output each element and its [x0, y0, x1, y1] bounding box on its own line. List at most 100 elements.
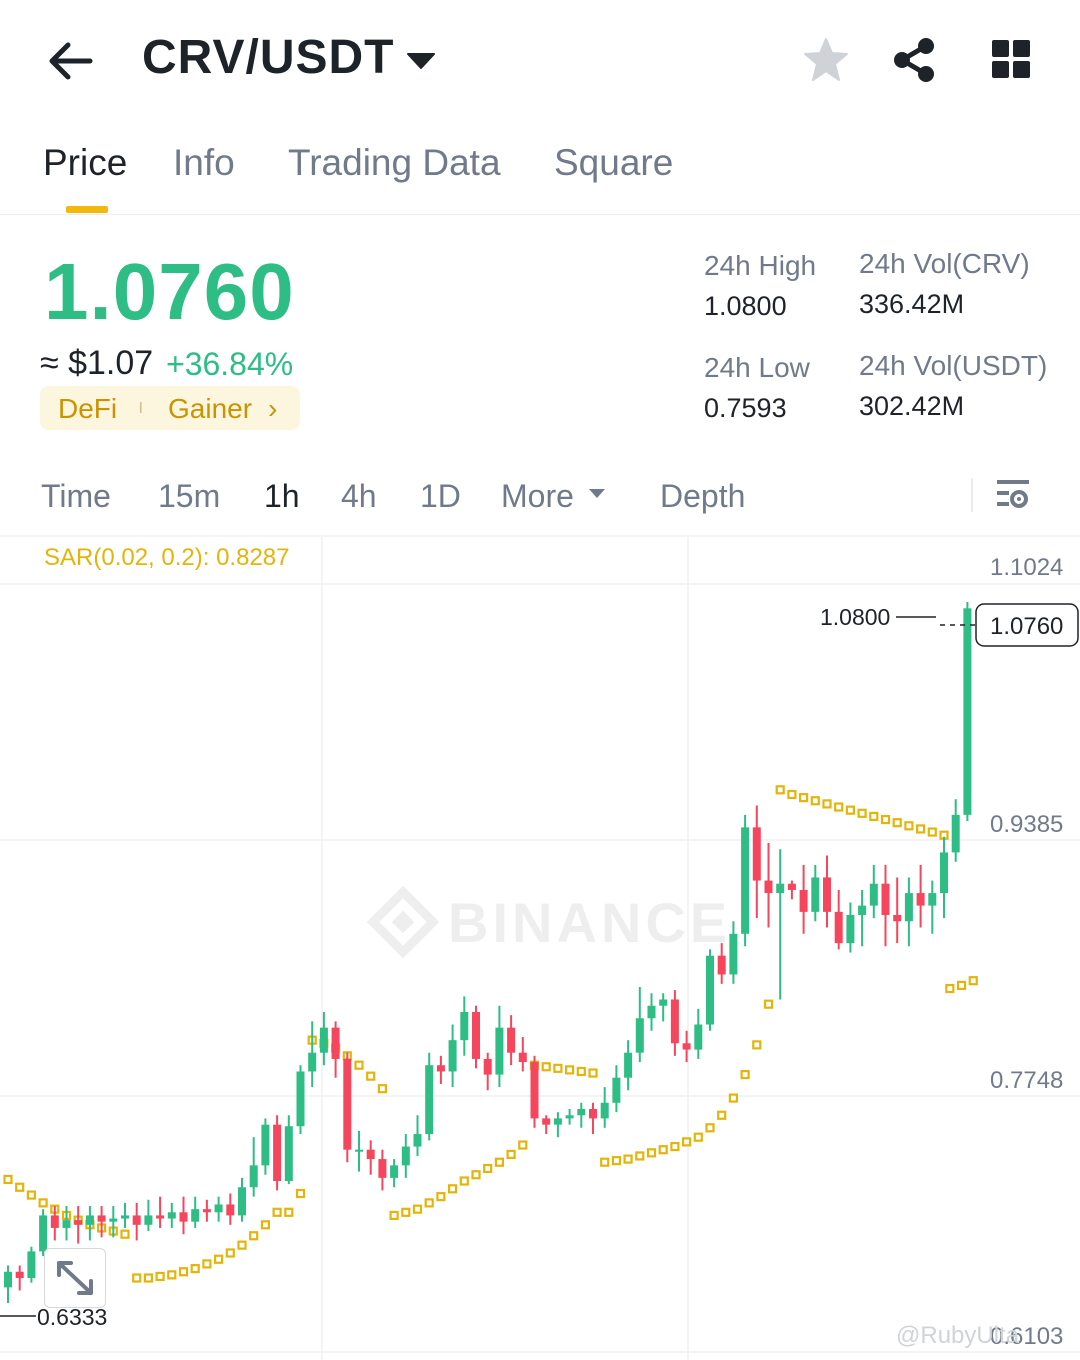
more-caret-icon[interactable]: [586, 486, 608, 502]
candle-down: [472, 1012, 480, 1059]
candle-down: [343, 1058, 352, 1150]
high-marker-label: 1.0800: [820, 604, 890, 630]
candle-up: [296, 1071, 305, 1127]
pair-title[interactable]: CRV/USDT: [142, 31, 395, 84]
sar-dot: [518, 1140, 528, 1150]
sar-dot: [448, 1184, 458, 1194]
y-tick-label: 1.1024: [990, 554, 1064, 581]
candle-up: [811, 877, 820, 912]
candle-up: [261, 1124, 270, 1166]
candle-up: [425, 1065, 434, 1135]
sar-dot: [167, 1270, 177, 1280]
candle-down: [97, 1215, 106, 1222]
sar-dot: [401, 1207, 411, 1217]
candle-down: [483, 1058, 492, 1075]
candle-up: [612, 1077, 621, 1103]
candle-down: [916, 893, 925, 906]
chevron-right-icon[interactable]: ›: [268, 393, 278, 424]
vol-crv-value: 336.42M: [859, 289, 965, 319]
candle-up: [928, 893, 937, 906]
sar-dot: [588, 1068, 598, 1078]
candle-up: [284, 1126, 293, 1181]
sar-dot: [904, 821, 914, 831]
candle-up: [448, 1040, 457, 1072]
sar-dot: [763, 999, 774, 1009]
candle-down: [752, 827, 761, 881]
sar-dot: [143, 1273, 153, 1283]
tag-box[interactable]: [40, 386, 300, 430]
sar-dot: [15, 1182, 25, 1192]
caret-down-icon[interactable]: [404, 46, 438, 76]
interval-1d[interactable]: 1D: [420, 478, 461, 514]
candle-up: [413, 1134, 422, 1147]
back-arrow-icon[interactable]: [40, 36, 100, 86]
tag-defi[interactable]: DeFi: [58, 393, 118, 424]
candle-up: [308, 1052, 317, 1072]
share-icon[interactable]: [890, 36, 938, 84]
candle-up: [600, 1102, 609, 1119]
sar-dot: [693, 1132, 703, 1142]
sar-dot: [190, 1264, 200, 1274]
candle-up: [659, 999, 668, 1006]
candle-up: [85, 1215, 94, 1225]
candle-down: [50, 1215, 59, 1228]
candle-down: [799, 889, 808, 912]
sar-dot: [38, 1198, 48, 1208]
tab-info[interactable]: Info: [173, 142, 235, 183]
sar-dot: [611, 1156, 622, 1166]
tab-price[interactable]: Price: [43, 142, 128, 183]
sar-dot: [366, 1071, 376, 1081]
candle-up: [27, 1251, 36, 1279]
high-value: 1.0800: [704, 291, 787, 321]
interval-15m[interactable]: 15m: [158, 478, 221, 514]
low-marker-label: 0.6333: [37, 1304, 107, 1330]
tab-trading-data[interactable]: Trading Data: [288, 142, 501, 183]
sar-dot: [728, 1093, 739, 1103]
sar-dot: [798, 793, 809, 803]
sar-dot: [3, 1174, 13, 1185]
chart-settings-icon[interactable]: [994, 476, 1034, 514]
candle-up: [577, 1109, 586, 1116]
sar-dot: [600, 1157, 610, 1167]
interval-time[interactable]: Time: [41, 478, 111, 514]
tab-square[interactable]: Square: [554, 142, 674, 183]
candle-down: [518, 1052, 527, 1063]
candle-up: [624, 1052, 633, 1078]
candlestick-chart[interactable]: BINANCE 1.0800 1.0760 0.6333: [0, 537, 1080, 1360]
candle-up: [62, 1220, 71, 1228]
star-icon[interactable]: [802, 36, 850, 84]
candle-down: [787, 883, 796, 890]
candle-down: [202, 1209, 211, 1213]
interval-depth[interactable]: Depth: [660, 478, 746, 514]
y-tick-label: 0.7748: [990, 1067, 1064, 1094]
sar-dot: [377, 1084, 387, 1094]
candle-up: [319, 1027, 328, 1053]
interval-1h[interactable]: 1h: [264, 478, 300, 514]
tag-gainer[interactable]: Gainer: [168, 393, 253, 424]
interval-4h[interactable]: 4h: [341, 478, 377, 514]
low-value: 0.7593: [704, 393, 787, 423]
candle-up: [635, 1018, 644, 1053]
candle-up: [858, 905, 867, 915]
current-price-label: 1.0760: [990, 613, 1063, 640]
candle-up: [776, 883, 785, 894]
sar-dot: [459, 1176, 469, 1186]
sar-dot: [787, 789, 797, 800]
sar-indicator-label: SAR(0.02, 0.2): 0.8287: [44, 544, 290, 571]
low-label: 24h Low: [704, 352, 810, 383]
sar-dot: [155, 1271, 165, 1282]
sar-dot: [623, 1154, 633, 1164]
candle-down: [530, 1062, 539, 1119]
interval-more[interactable]: More: [501, 478, 574, 514]
candle-down: [670, 999, 679, 1044]
sar-dot: [120, 1229, 130, 1239]
sar-dot: [26, 1190, 36, 1200]
tag-separator: ı: [138, 396, 144, 418]
candle-down: [589, 1109, 597, 1119]
candle-down: [881, 883, 890, 915]
sar-dot: [214, 1254, 224, 1264]
grid-icon[interactable]: [988, 36, 1036, 84]
candle-down: [682, 1043, 691, 1050]
expand-chart-button[interactable]: [44, 1248, 106, 1308]
sar-dot: [869, 811, 879, 822]
